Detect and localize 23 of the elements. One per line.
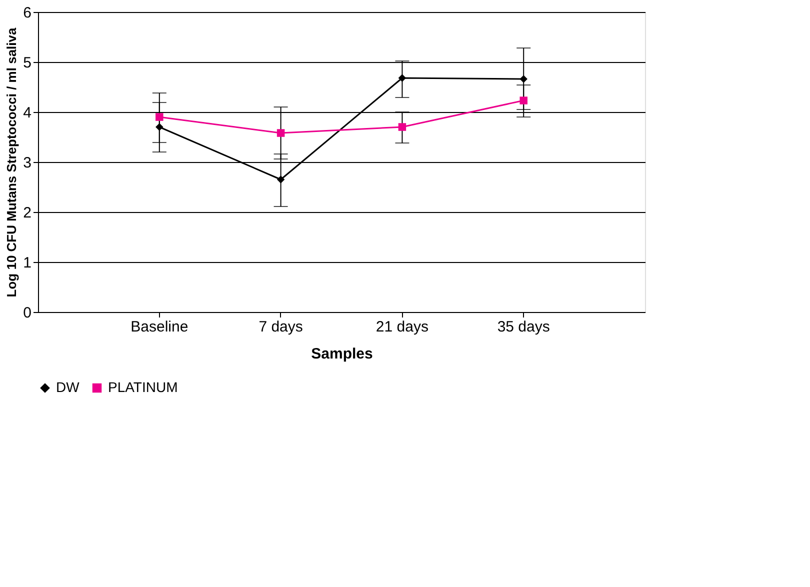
y-tick-label: 3: [23, 154, 32, 172]
point: [276, 176, 285, 184]
y-tick-label: 4: [23, 104, 32, 122]
y-tick-label: 2: [23, 204, 32, 222]
y-tick-label: 1: [23, 254, 32, 272]
y-tick-label: 0: [23, 304, 32, 322]
y-tick-label: 6: [23, 4, 32, 22]
point: [156, 113, 164, 121]
point: [520, 75, 528, 83]
point: [276, 129, 285, 137]
legend-label: PLATINUM: [108, 379, 178, 395]
x-tick-label: Baseline: [130, 318, 188, 336]
x-tick-label: 35 days: [497, 318, 550, 336]
x-tick-label: 7 days: [258, 318, 303, 336]
point: [520, 96, 528, 104]
point: [398, 74, 406, 82]
point: [156, 123, 164, 131]
x-tick-label: 21 days: [376, 318, 428, 336]
y-tick-label: 5: [23, 54, 32, 72]
point: [398, 123, 406, 131]
y-axis-title: Log 10 CFU Mutans Streptococci / ml saliva: [4, 27, 20, 298]
legend-label: DW: [56, 379, 80, 395]
x-axis-title: Samples: [311, 346, 373, 362]
